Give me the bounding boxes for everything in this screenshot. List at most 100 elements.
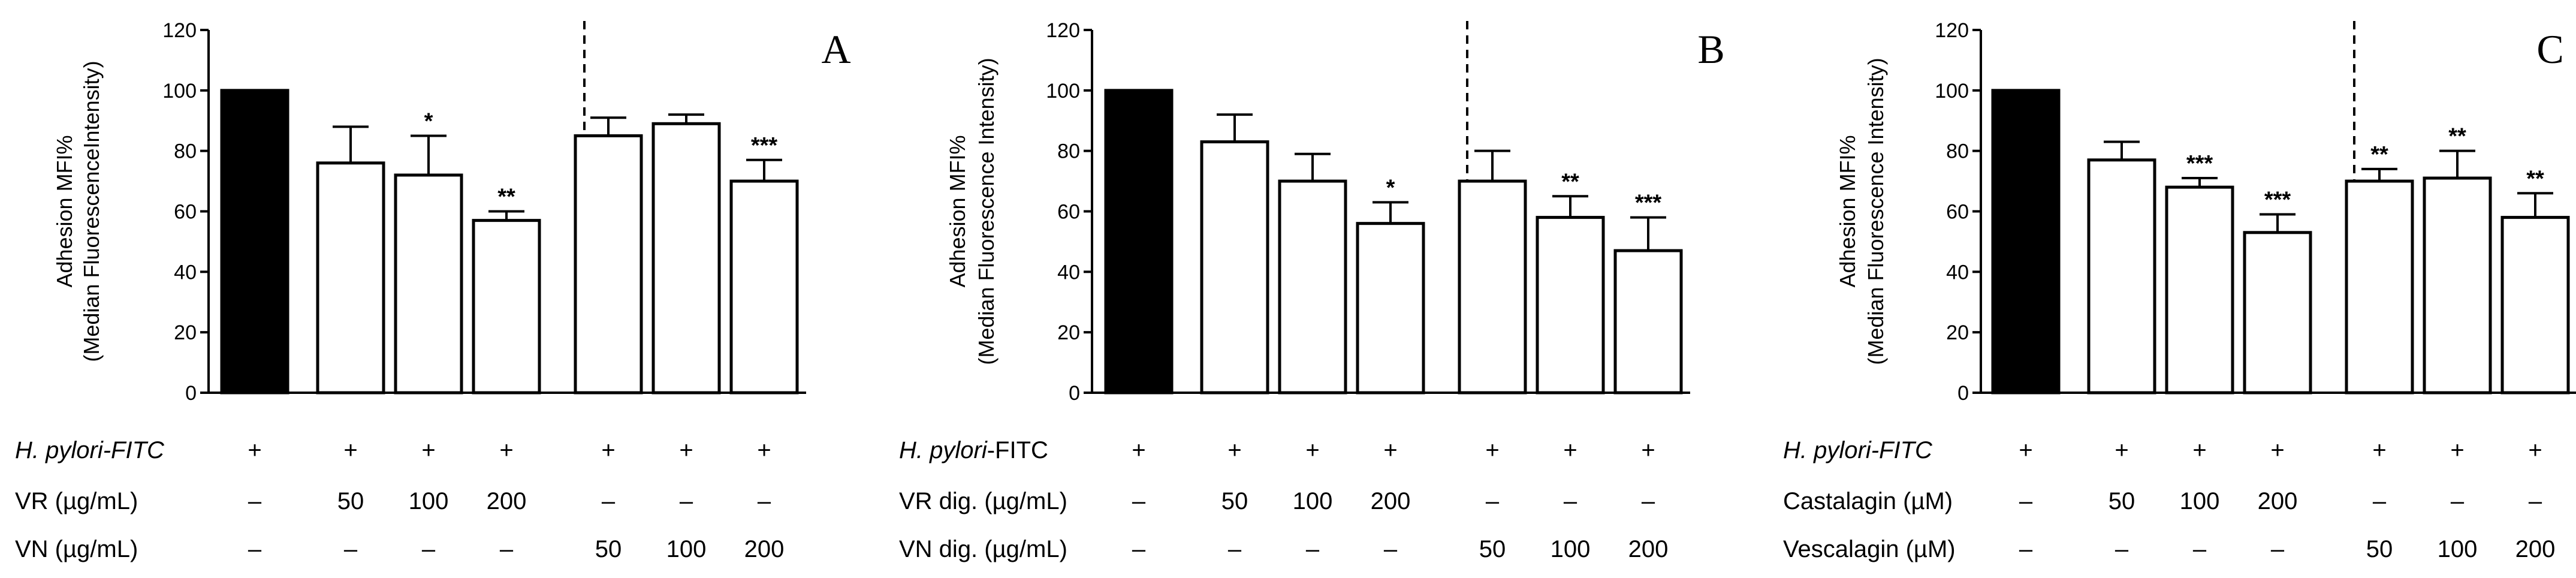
significance-marker: *** (2264, 188, 2291, 213)
panel-letter: B (1697, 26, 1724, 72)
bar (1278, 179, 1347, 395)
row-cell: 100 (1551, 536, 1591, 562)
panel-letter: A (821, 26, 850, 72)
significance-marker: ** (497, 185, 515, 210)
row-cell: 100 (666, 536, 707, 562)
row-cell: + (1641, 437, 1655, 463)
row-cell: – (1132, 488, 1146, 514)
bar (651, 122, 721, 395)
y-tick-label: 20 (174, 321, 197, 344)
row-cell: + (248, 437, 261, 463)
y-axis-label: (Median Fluorescence Intensity) (1863, 58, 1888, 365)
row-cell: + (1485, 437, 1499, 463)
bar (2500, 216, 2570, 395)
row-label: Castalagin (µM) (1783, 488, 1953, 514)
significance-marker: * (1386, 175, 1395, 200)
y-tick-label: 80 (1057, 140, 1080, 163)
y-tick-label: 120 (1046, 19, 1080, 42)
row-label-italic: H. pylori (899, 437, 988, 463)
significance-marker: * (424, 109, 433, 134)
bar (1200, 140, 1269, 395)
row-label: H. pylori-FITC (15, 437, 165, 463)
row-cell: 100 (409, 488, 449, 514)
row-cell: 50 (1479, 536, 1506, 562)
row-label: Vescalagin (µM) (1783, 536, 1956, 562)
row-cell: 50 (595, 536, 622, 562)
bar (2165, 185, 2234, 395)
y-tick-label: 100 (1046, 80, 1080, 103)
row-cell: – (2271, 536, 2285, 562)
row-label: VN (µg/mL) (15, 536, 138, 562)
y-tick-label: 40 (1946, 261, 1969, 284)
significance-marker: ** (2448, 124, 2466, 149)
row-cell: + (421, 437, 435, 463)
y-tick-label: 0 (1069, 382, 1080, 405)
panel-c: 0 20 40 60 80 100 120 Adhesion MFI% (Median Fluo… (1783, 19, 2576, 562)
bar (394, 173, 463, 395)
row-cell: – (2115, 536, 2129, 562)
y-tick-label: 40 (1057, 261, 1080, 284)
row-cell: – (1642, 488, 1655, 514)
row-label: H. pylori-FITC (899, 437, 1048, 463)
row-cell: – (758, 488, 771, 514)
panel-a: 0 20 40 60 80 100 120 Adhesion MFI% (Median Fluo… (15, 19, 851, 562)
y-tick-label: 20 (1946, 321, 1969, 344)
y-tick-label: 0 (1957, 382, 1969, 405)
row-cell: 200 (1628, 536, 1669, 562)
bar (1613, 249, 1683, 395)
bar (2345, 179, 2414, 395)
row-label: VR (µg/mL) (15, 488, 138, 514)
row-cell: 50 (2109, 488, 2135, 514)
row-cell: + (499, 437, 513, 463)
y-tick-label: 0 (185, 382, 197, 405)
y-tick-label: 120 (162, 19, 197, 42)
y-tick-label: 80 (174, 140, 197, 163)
row-cell: 200 (744, 536, 785, 562)
significance-marker: *** (2186, 151, 2213, 176)
y-tick-label: 20 (1057, 321, 1080, 344)
row-cell: – (1228, 536, 1242, 562)
row-cell: + (2019, 437, 2032, 463)
row-cell: + (1132, 437, 1145, 463)
row-cell: 50 (337, 488, 364, 514)
bar (1356, 222, 1425, 395)
row-cell: + (601, 437, 615, 463)
row-cell: 50 (2366, 536, 2393, 562)
row-cell: 200 (2515, 536, 2556, 562)
row-cell: + (2270, 437, 2284, 463)
y-tick-label: 60 (174, 201, 197, 224)
bar (1536, 216, 1605, 395)
y-tick-label: 40 (174, 261, 197, 284)
bar (2087, 158, 2156, 395)
row-cell: – (2019, 536, 2033, 562)
y-tick-label: 60 (1057, 201, 1080, 224)
row-cell: – (422, 536, 436, 562)
bar (729, 179, 799, 395)
row-cell: 200 (2258, 488, 2298, 514)
bar (1458, 179, 1527, 395)
bar (2423, 176, 2492, 395)
row-cell: + (1563, 437, 1577, 463)
row-cell: + (2115, 437, 2128, 463)
row-cell: – (1132, 536, 1146, 562)
row-cell: + (1227, 437, 1241, 463)
row-cell: + (2372, 437, 2386, 463)
row-cell: 200 (487, 488, 527, 514)
row-cell: – (2373, 488, 2387, 514)
bar (1104, 89, 1174, 395)
y-axis-label: (Median Fluorescence Intensity) (974, 58, 999, 365)
y-axis-label: Adhesion MFI% (52, 135, 77, 287)
row-cell: 100 (1293, 488, 1333, 514)
bar (220, 89, 289, 395)
bar (1991, 89, 2061, 395)
row-cell: 100 (2438, 536, 2478, 562)
significance-marker: *** (751, 133, 778, 158)
significance-marker: ** (2370, 142, 2388, 167)
row-cell: – (248, 536, 262, 562)
row-label: VN dig. (µg/mL) (899, 536, 1067, 562)
row-cell: – (1384, 536, 1398, 562)
panel-b: 0 20 40 60 80 100 120 Adhesion MFI% (Median Fluo… (899, 19, 1725, 562)
row-label: VR dig. (µg/mL) (899, 488, 1067, 514)
panel-letter: C (2536, 26, 2563, 72)
